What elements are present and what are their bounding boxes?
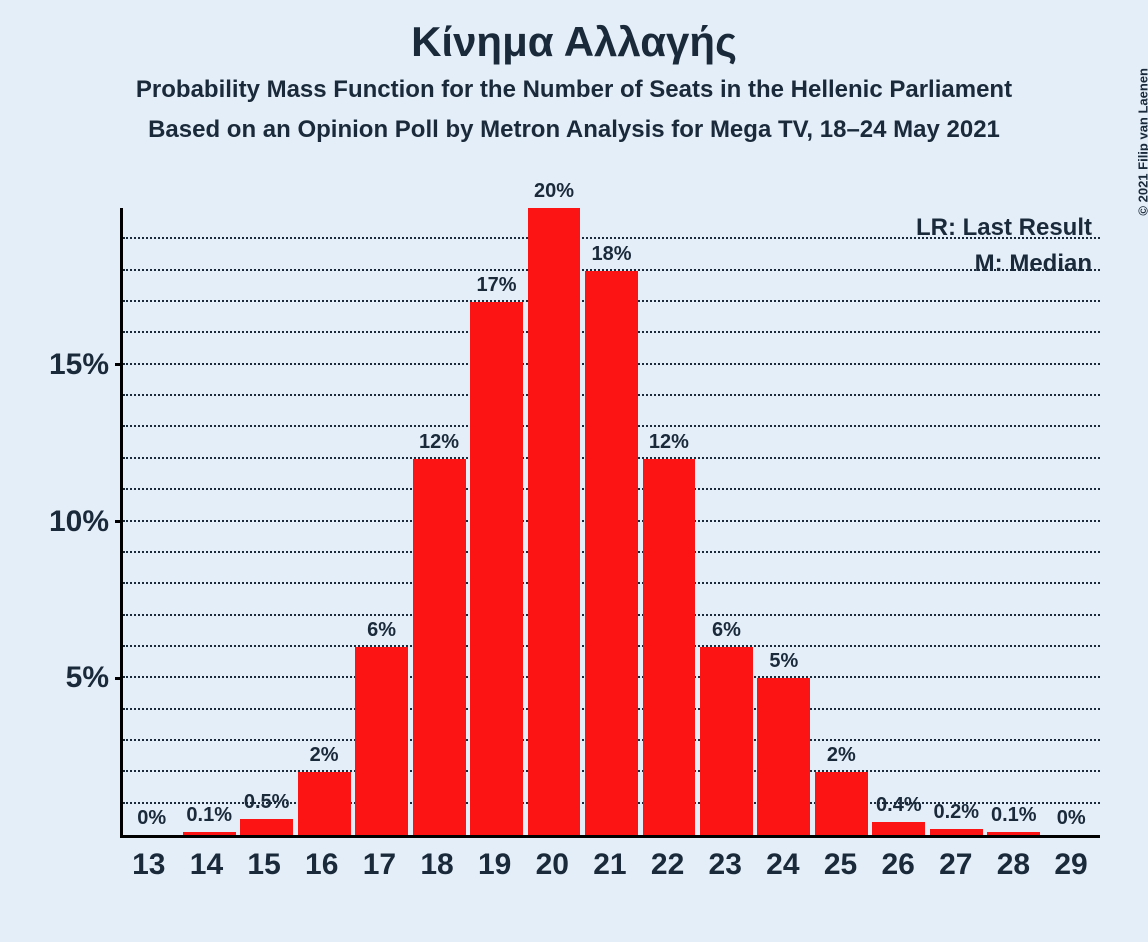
bar-slot: 0% xyxy=(123,208,180,835)
y-tick xyxy=(115,363,123,366)
x-axis-label: 27 xyxy=(927,838,985,888)
bar-slot: 0.4% xyxy=(870,208,927,835)
x-axis-label: 14 xyxy=(178,838,236,888)
bar-slot: 6% xyxy=(698,208,755,835)
x-axis-labels: 1314151617181920212223242526272829 xyxy=(120,838,1100,888)
bar-value-label: 0% xyxy=(120,807,183,830)
bar: 6% xyxy=(700,647,753,835)
chart-subtitle-2: Based on an Opinion Poll by Metron Analy… xyxy=(0,116,1148,144)
bar-value-label: 0.4% xyxy=(867,794,930,817)
bar: 0.2% xyxy=(930,829,983,835)
x-axis-label: 24 xyxy=(754,838,812,888)
bar-slot: 0.1% xyxy=(985,208,1042,835)
bar-slot: 2% xyxy=(295,208,352,835)
bar: 6% xyxy=(355,647,408,835)
bar-value-label: 0.5% xyxy=(235,791,298,814)
x-axis-label: 25 xyxy=(812,838,870,888)
bar: 0.4% xyxy=(872,822,925,835)
plot-area: LR: Last Result M: Median 5%10%15% 0%0.1… xyxy=(120,208,1100,838)
bar: 18% xyxy=(585,271,638,835)
bar-slot: 0.2% xyxy=(928,208,985,835)
y-tick xyxy=(115,677,123,680)
bar-value-label: 0% xyxy=(1040,807,1103,830)
bar: 20% xyxy=(528,208,581,835)
bar-slot: 12% xyxy=(410,208,467,835)
bars: 0%0.1%0.5%2%6%12%17%M20%18%LR12%6%5%2%0.… xyxy=(123,208,1100,835)
bar-value-label: 17% xyxy=(465,274,528,297)
x-axis-label: 19 xyxy=(466,838,524,888)
bar-value-label: 18% xyxy=(580,243,643,266)
bar: 2% xyxy=(298,772,351,835)
bar-slot: 18% xyxy=(583,208,640,835)
bar-value-label: 5% xyxy=(752,650,815,673)
bar-value-label: 2% xyxy=(292,744,355,767)
y-axis-label: 10% xyxy=(45,505,109,539)
x-axis-label: 20 xyxy=(523,838,581,888)
copyright-text: © 2021 Filip van Laenen xyxy=(1136,68,1148,216)
bar-value-label: 12% xyxy=(637,431,700,454)
bar-slot: 5% xyxy=(755,208,812,835)
bar-value-label: 2% xyxy=(810,744,873,767)
bar-value-label: 0.2% xyxy=(925,801,988,824)
x-axis-label: 26 xyxy=(869,838,927,888)
x-axis-label: 16 xyxy=(293,838,351,888)
bar-value-label: 0.1% xyxy=(982,804,1045,827)
bar-value-label: 6% xyxy=(695,619,758,642)
x-axis-label: 22 xyxy=(639,838,697,888)
x-axis-label: 21 xyxy=(581,838,639,888)
bar: 2% xyxy=(815,772,868,835)
bar: 12% xyxy=(643,459,696,835)
y-axis-label: 5% xyxy=(45,661,109,695)
bar-slot: 0.1% xyxy=(180,208,237,835)
bar-slot: 2% xyxy=(813,208,870,835)
y-tick xyxy=(115,520,123,523)
bar-value-label: 6% xyxy=(350,619,413,642)
bar-slot: LR12% xyxy=(640,208,697,835)
x-axis-label: 18 xyxy=(408,838,466,888)
bar-slot: 6% xyxy=(353,208,410,835)
bar-slot: 0.5% xyxy=(238,208,295,835)
bar-value-label: 12% xyxy=(407,431,470,454)
bar-slot: 17% xyxy=(468,208,525,835)
bar: 12% xyxy=(413,459,466,835)
bar: 0.5% xyxy=(240,819,293,835)
x-axis-label: 23 xyxy=(696,838,754,888)
bar-value-label: 0.1% xyxy=(177,804,240,827)
bar-slot: M20% xyxy=(525,208,582,835)
chart-title: Κίνημα Αλλαγής xyxy=(0,18,1148,66)
chart-subtitle-1: Probability Mass Function for the Number… xyxy=(0,76,1148,104)
bar: 5% xyxy=(757,678,810,835)
y-axis-label: 15% xyxy=(45,348,109,382)
x-axis-label: 17 xyxy=(351,838,409,888)
x-axis-label: 29 xyxy=(1042,838,1100,888)
bar: 0.1% xyxy=(987,832,1040,835)
bar-slot: 0% xyxy=(1043,208,1100,835)
bar: 17% xyxy=(470,302,523,835)
chart-container: LR: Last Result M: Median 5%10%15% 0%0.1… xyxy=(60,208,1100,888)
bar-value-label: 20% xyxy=(522,180,585,203)
x-axis-label: 15 xyxy=(235,838,293,888)
x-axis-label: 28 xyxy=(985,838,1043,888)
bar: 0.1% xyxy=(183,832,236,835)
x-axis-label: 13 xyxy=(120,838,178,888)
